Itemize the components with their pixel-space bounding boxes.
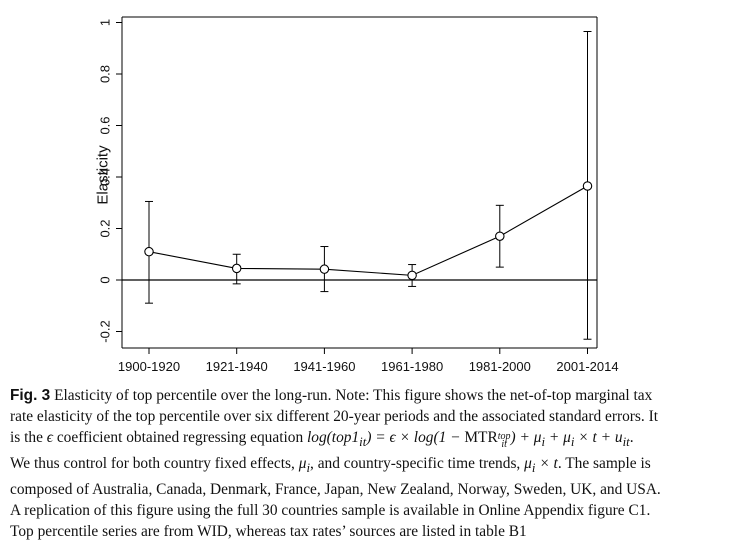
y-tick-label: 0.4: [98, 168, 113, 186]
x-tick-label: 1961-1980: [381, 359, 443, 374]
caption-equation: log(top1it) = ϵ × log(1 − MTR top it) + μi…: [307, 429, 630, 450]
data-point: [407, 270, 417, 281]
caption-line-7: Top percentile series are from WID, wher…: [10, 523, 527, 541]
error-bars: [145, 31, 592, 340]
data-points: [144, 181, 593, 281]
y-tick-label: 0.2: [98, 219, 113, 237]
y-tick-label: 0: [98, 276, 113, 283]
data-point: [319, 264, 330, 274]
caption-line-4b: , and country-specific time trends,: [310, 455, 521, 473]
chart: -0.2 0 0.2 0.4 0.6 0.8 1 1900-1920 1921-1940 194…: [95, 16, 619, 374]
caption-line-5: composed of Australia, Canada, Denmark, …: [10, 481, 661, 499]
caption-line-4c: . The sample is: [557, 455, 651, 473]
y-tick-label: -0.2: [98, 320, 113, 342]
data-point: [495, 231, 505, 241]
data-point: [231, 263, 242, 274]
x-tick-label: 1941-1960: [293, 359, 355, 374]
caption-line-4a: We thus control for both country fixed e…: [10, 455, 295, 473]
data-point: [582, 181, 593, 191]
x-tick-label: 1900-1920: [118, 359, 180, 374]
caption-label: Fig. 3: [10, 387, 51, 404]
data-point: [144, 246, 154, 257]
x-tick-label: 1921-1940: [206, 359, 268, 374]
caption-line-1: Elasticity of top percentile over the lo…: [54, 387, 653, 404]
figure-caption: Fig. 3 Elasticity of top percentile over…: [10, 387, 661, 541]
y-tick-label: 0.8: [98, 65, 113, 83]
caption-line-2: rate elasticity of the top percentile ov…: [10, 408, 659, 425]
y-axis-ticks: -0.2 0 0.2 0.4 0.6 0.8 1: [98, 19, 122, 343]
x-tick-label: 2001-2014: [556, 359, 618, 374]
x-axis-ticks: 1900-1920 1921-1940 1941-1960 1961-1980 1981…: [118, 348, 619, 374]
caption-line-6: A replication of this figure using the f…: [10, 502, 651, 520]
y-tick-label: 1: [98, 19, 113, 26]
caption-epsilon: ϵ: [46, 429, 53, 446]
x-tick-label: 1981-2000: [469, 359, 531, 374]
y-tick-label: 0.6: [98, 116, 113, 134]
caption-line-3-start: is the: [10, 429, 43, 446]
caption-line-3-mid: coefficient obtained regressing equation: [56, 429, 304, 446]
y-axis-title: Elasticity: [95, 145, 112, 205]
series-line-elasticity: [148, 185, 588, 276]
